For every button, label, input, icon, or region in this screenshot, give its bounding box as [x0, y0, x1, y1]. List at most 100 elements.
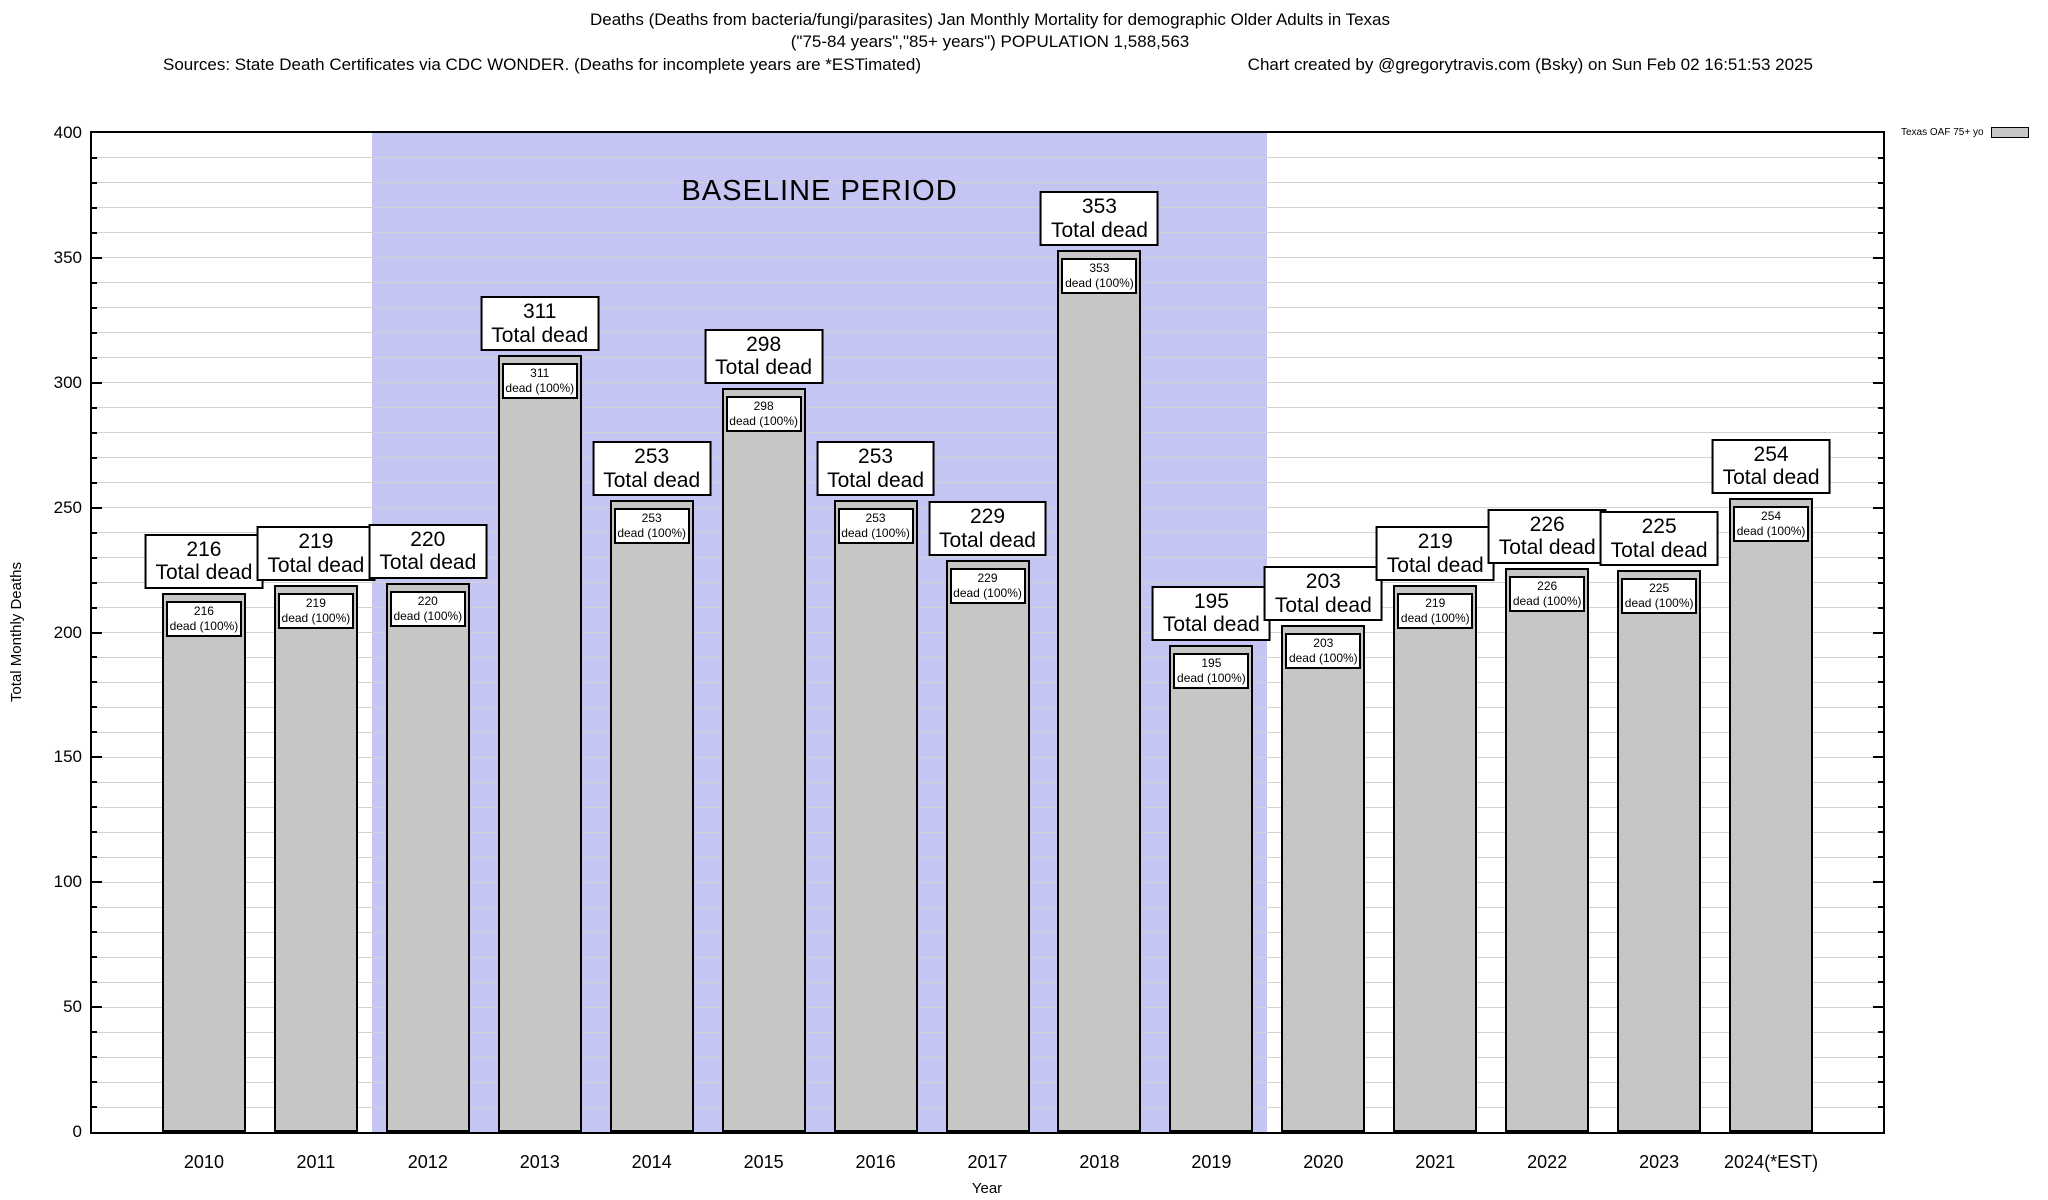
- bar-2011: [273, 585, 358, 1132]
- y-tick-mark: [92, 581, 97, 584]
- y-tick-mark: [92, 681, 97, 684]
- bar-percent-label: 203 dead (100%): [1285, 633, 1362, 669]
- gridline: [92, 357, 1883, 359]
- x-tick-label: 2021: [1415, 1152, 1456, 1172]
- bar-2017: [945, 560, 1030, 1132]
- y-tick-mark: [1873, 506, 1883, 509]
- gridline: [92, 257, 1883, 259]
- y-tick-mark: [1878, 656, 1883, 659]
- x-tick-label: 2014: [631, 1152, 672, 1172]
- bar-2015: [721, 387, 806, 1132]
- chart-source-note: Sources: State Death Certificates via CD…: [163, 55, 922, 74]
- y-tick-mark: [92, 356, 97, 359]
- bar-total-label: 220 Total dead: [368, 523, 488, 579]
- legend-series-swatch-icon: [1990, 127, 2029, 138]
- x-tick-label: 2011: [296, 1152, 336, 1172]
- y-axis-tick-labels: 0 50 100 150 200 250 300 350 400: [0, 123, 84, 1141]
- y-tick-mark: [92, 856, 97, 859]
- gridline: [92, 407, 1883, 409]
- y-tick-mark: [1878, 456, 1883, 459]
- y-tick-mark: [1878, 1031, 1883, 1034]
- y-tick-mark: [92, 981, 97, 984]
- bar-total-label: 298 Total dead: [704, 328, 824, 384]
- bar-total-label: 311 Total dead: [480, 296, 600, 352]
- y-tick-mark: [92, 281, 97, 284]
- bar-percent-label: 220 dead (100%): [389, 590, 466, 627]
- x-tick-label: 2018: [1079, 1152, 1120, 1172]
- y-tick-mark: [1878, 331, 1883, 334]
- y-tick-mark: [92, 781, 97, 784]
- y-tick-mark: [1873, 381, 1883, 384]
- gridline: [92, 282, 1883, 284]
- y-tick-mark: [1878, 556, 1883, 559]
- y-tick-mark: [92, 881, 102, 884]
- y-tick-mark: [1878, 981, 1883, 984]
- y-tick-mark: [92, 256, 102, 259]
- y-tick-mark: [92, 481, 97, 484]
- bar-2023: [1617, 570, 1702, 1132]
- bar-2019: [1169, 645, 1254, 1132]
- y-tick-label: 100: [53, 872, 82, 892]
- y-tick-mark: [1878, 281, 1883, 284]
- gridline: [92, 382, 1883, 384]
- gridline: [92, 157, 1883, 159]
- x-tick-label: 2024(*EST): [1724, 1152, 1819, 1172]
- y-tick-mark: [92, 331, 97, 334]
- bar-percent-label: 254 dead (100%): [1733, 505, 1810, 542]
- y-tick-mark: [1878, 1081, 1883, 1084]
- bar-percent-label: 253 dead (100%): [837, 508, 914, 545]
- x-tick-label: 2013: [519, 1152, 560, 1172]
- x-tick-label: 2020: [1303, 1152, 1344, 1172]
- legend: Texas OAF 75+ yo: [1901, 127, 2029, 138]
- y-tick-mark: [92, 631, 102, 634]
- gridline: [92, 557, 1883, 559]
- bar-total-label: 225 Total dead: [1599, 511, 1719, 567]
- bar-2024(*EST): [1729, 497, 1814, 1132]
- baseline-period-label: BASELINE PERIOD: [681, 175, 958, 207]
- y-tick-mark: [92, 181, 97, 184]
- y-tick-mark: [1878, 156, 1883, 159]
- bar-percent-label: 195 dead (100%): [1173, 652, 1250, 689]
- bar-total-label: 226 Total dead: [1487, 508, 1607, 564]
- y-tick-mark: [1878, 831, 1883, 834]
- y-tick-mark: [92, 431, 97, 434]
- y-tick-mark: [92, 156, 97, 159]
- y-tick-mark: [1878, 956, 1883, 959]
- y-tick-mark: [1878, 606, 1883, 609]
- gridline: [92, 182, 1883, 184]
- chart-title-line2: ("75-84 years","85+ years") POPULATION 1…: [790, 32, 1190, 51]
- x-axis-tick-labels: 2010 2011 2012 2013 2014 2015 2016 2017 2018 2019…: [92, 1152, 1883, 1178]
- bar-total-label: 219 Total dead: [1375, 526, 1495, 582]
- y-tick-mark: [92, 556, 97, 559]
- bar-2022: [1505, 567, 1590, 1132]
- y-tick-mark: [92, 1056, 97, 1059]
- y-tick-mark: [92, 531, 97, 534]
- y-tick-mark: [92, 1031, 97, 1034]
- x-tick-label: 2012: [407, 1152, 448, 1172]
- y-tick-mark: [92, 706, 97, 709]
- y-tick-mark: [92, 831, 97, 834]
- y-tick-mark: [1873, 881, 1883, 884]
- y-tick-mark: [1878, 681, 1883, 684]
- y-tick-label: 400: [53, 123, 82, 142]
- bar-2020: [1281, 625, 1366, 1132]
- bar-total-label: 253 Total dead: [592, 441, 712, 497]
- gridline: [92, 232, 1883, 234]
- x-tick-label: 2017: [967, 1152, 1008, 1172]
- y-tick-mark: [1878, 581, 1883, 584]
- bar-total-label: 229 Total dead: [928, 501, 1047, 557]
- gridline: [92, 307, 1883, 309]
- bar-total-label: 253 Total dead: [816, 441, 936, 497]
- gridline: [92, 207, 1883, 209]
- bar-total-label: 353 Total dead: [1039, 191, 1159, 247]
- x-tick-label: 2023: [1639, 1152, 1680, 1172]
- y-tick-label: 350: [53, 247, 82, 267]
- y-tick-mark: [1878, 806, 1883, 809]
- y-tick-mark: [1878, 481, 1883, 484]
- bar-2012: [385, 582, 470, 1132]
- y-tick-mark: [92, 381, 102, 384]
- y-tick-mark: [92, 1006, 102, 1009]
- y-tick-label: 250: [53, 497, 82, 517]
- x-tick-label: 2010: [183, 1152, 224, 1172]
